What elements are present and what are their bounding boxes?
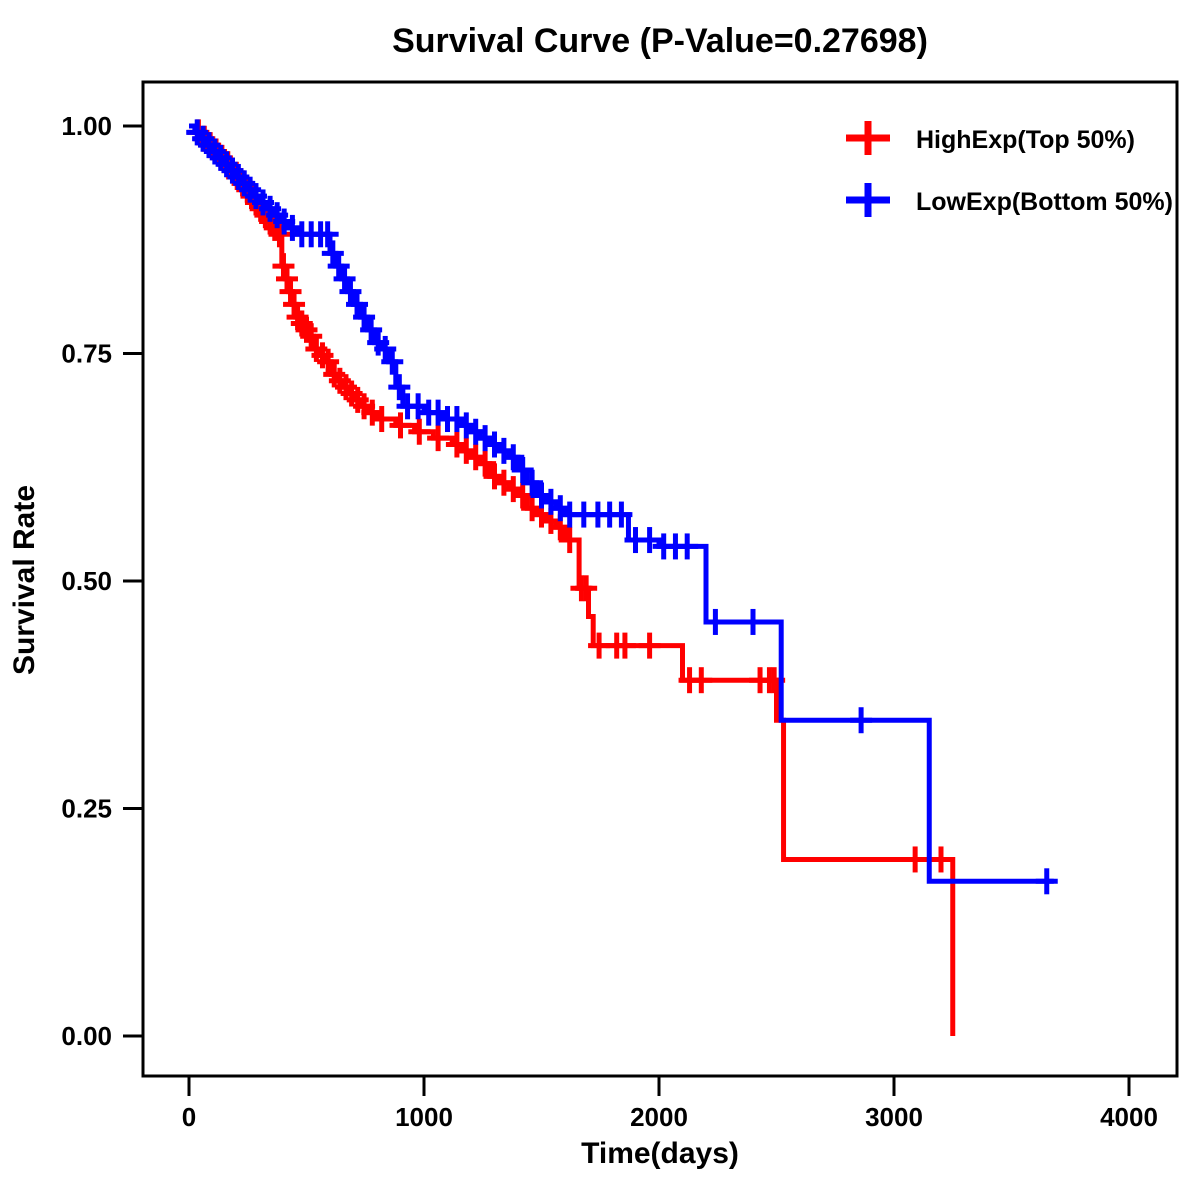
legend-item-1[interactable]: HighExp(Top 50%) [846, 121, 1135, 155]
y-tick-label: 1.00 [61, 111, 112, 141]
y-axis-title: Survival Rate [8, 485, 41, 675]
legend-item-2[interactable]: LowExp(Bottom 50%) [846, 183, 1173, 217]
censor-mark [1035, 868, 1058, 895]
censor-mark [283, 291, 306, 318]
censor-mark [275, 265, 298, 292]
censor-mark [638, 632, 661, 659]
censor-mark [381, 348, 404, 375]
censor-mark [316, 221, 339, 248]
x-axis-title: Time(days) [581, 1137, 739, 1170]
censor-mark [638, 527, 661, 554]
y-tick-label: 0.25 [61, 794, 112, 824]
censor-mark [904, 846, 927, 873]
censor-mark [575, 575, 598, 602]
censor-mark [370, 406, 393, 433]
censor-mark [930, 846, 952, 873]
x-tick-label: 2000 [630, 1102, 688, 1132]
censor-mark [427, 425, 450, 452]
censor-mark [272, 253, 295, 280]
censor-mark [389, 412, 412, 439]
legend-label: HighExp(Top 50%) [916, 126, 1135, 154]
censor-mark [408, 418, 431, 445]
chart-legend: HighExp(Top 50%) LowExp(Bottom 50%) [846, 121, 1173, 217]
censor-mark [850, 707, 873, 734]
y-axis-ticks: 0.00 0.25 0.50 0.75 1.00 [61, 111, 143, 1051]
x-tick-label: 0 [182, 1102, 196, 1132]
censor-mark [388, 374, 411, 401]
censor-mark [704, 608, 727, 635]
y-tick-label: 0.50 [61, 566, 112, 596]
censor-mark [610, 501, 633, 528]
y-tick-label: 0.75 [61, 339, 112, 369]
x-axis-ticks: 0 1000 2000 3000 4000 [182, 1076, 1158, 1132]
censor-mark [613, 632, 636, 659]
censor-mark [279, 278, 302, 305]
x-tick-label: 4000 [1100, 1102, 1158, 1132]
x-tick-label: 1000 [395, 1102, 453, 1132]
series-2 [186, 119, 1058, 895]
censor-mark [742, 608, 764, 635]
x-tick-label: 3000 [865, 1102, 923, 1132]
y-tick-label: 0.00 [61, 1021, 112, 1051]
chart-title: Survival Curve (P-Value=0.27698) [392, 22, 928, 60]
series-layer [186, 119, 1058, 1036]
censor-mark [676, 533, 699, 560]
censor-mark [690, 667, 713, 694]
legend-label: LowExp(Bottom 50%) [916, 188, 1173, 216]
censor-mark [558, 527, 581, 554]
